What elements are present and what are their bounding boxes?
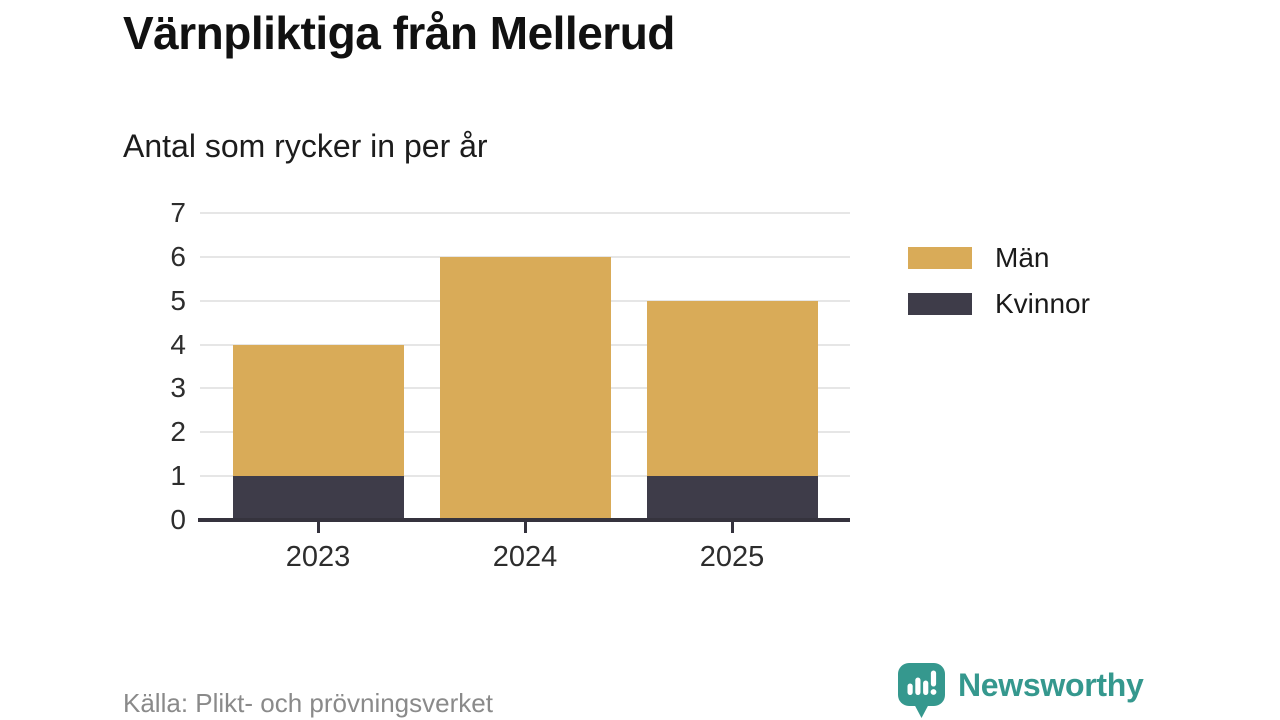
- bar-2024-män: [439, 256, 611, 520]
- legend-swatch-kvinnor: [908, 293, 972, 315]
- x-tick-2023: [316, 522, 320, 533]
- x-tick-label-2024: 2024: [492, 541, 558, 573]
- y-tick-label-2: 2: [170, 416, 186, 448]
- newsworthy-icon: [898, 663, 945, 718]
- y-tick-label-7: 7: [170, 197, 186, 228]
- x-tick-label-2023: 2023: [285, 541, 351, 573]
- gridline-7: [200, 212, 850, 214]
- chart-subtitle: Antal som rycker in per år: [123, 128, 488, 164]
- y-tick-label-0: 0: [170, 504, 186, 535]
- legend-label-män: Män: [995, 242, 1050, 273]
- brand-logo: Newsworthy: [897, 662, 1144, 719]
- legend-label-kvinnor: Kvinnor: [995, 288, 1090, 319]
- bar-2025-kvinnor: [646, 476, 818, 520]
- legend: Män Kvinnor: [908, 242, 1090, 319]
- brand-name: Newsworthy: [958, 667, 1144, 703]
- x-axis-line: [198, 518, 850, 522]
- x-tick-2024: [523, 522, 527, 533]
- chart-title: Värnpliktiga från Mellerud: [123, 7, 675, 59]
- bar-2023-män: [232, 344, 404, 477]
- legend-swatch-män: [908, 247, 972, 269]
- y-tick-label-6: 6: [170, 240, 186, 272]
- legend-item-kvinnor: Kvinnor: [908, 288, 1090, 319]
- y-tick-label-5: 5: [170, 284, 186, 316]
- source-text: Källa: Plikt- och prövningsverket: [123, 688, 493, 718]
- legend-item-män: Män: [908, 242, 1090, 273]
- x-tick-label-2025: 2025: [699, 541, 765, 573]
- bar-2023-kvinnor: [232, 476, 404, 520]
- x-tick-2025: [730, 522, 734, 533]
- y-tick-label-3: 3: [170, 372, 186, 404]
- bar-2025-män: [646, 300, 818, 477]
- y-tick-label-4: 4: [170, 328, 186, 360]
- y-tick-label-1: 1: [170, 460, 186, 492]
